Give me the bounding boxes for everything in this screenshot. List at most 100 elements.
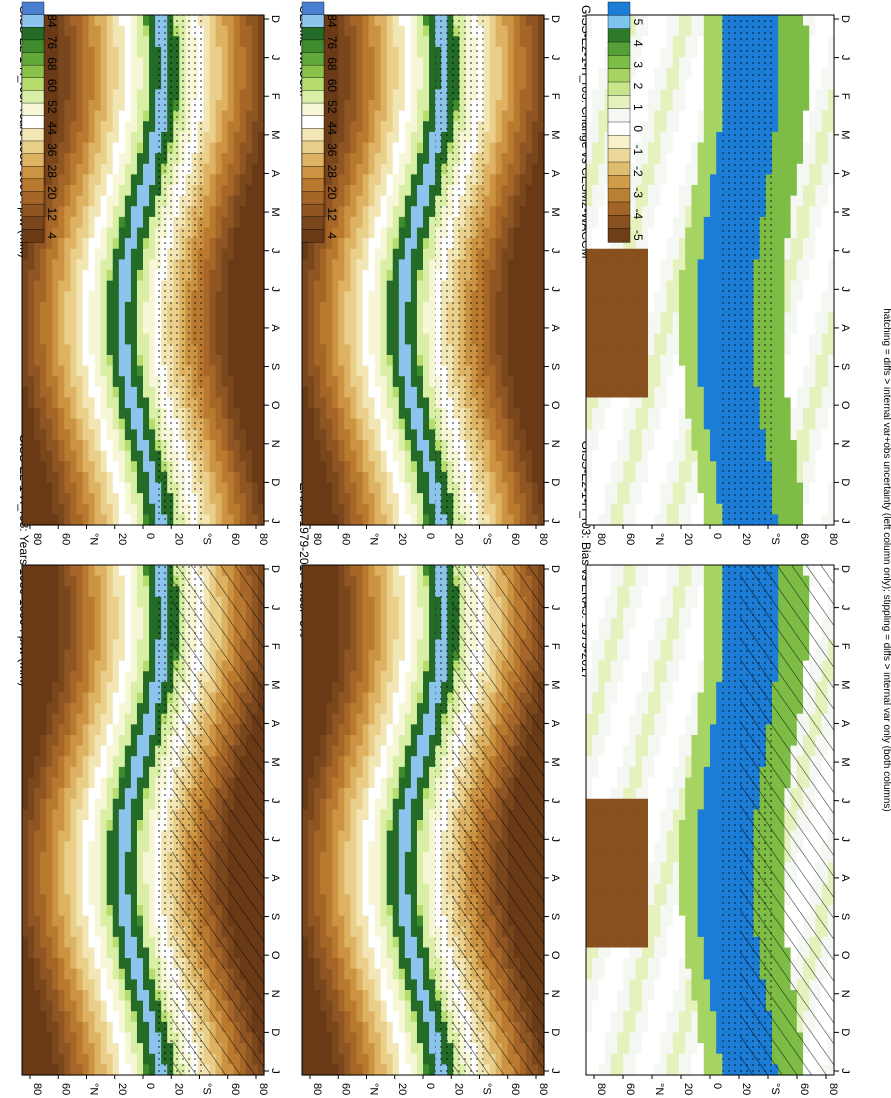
field-cell (130, 851, 138, 864)
lat-tick-label: 80 (311, 1083, 323, 1095)
field-cell (118, 586, 126, 598)
field-cell (416, 745, 424, 757)
field-cell (40, 692, 47, 704)
field-cell (326, 1053, 333, 1065)
field-cell (118, 809, 126, 821)
field-cell (326, 915, 333, 927)
field-cell (314, 1021, 321, 1034)
field-cell (76, 692, 84, 704)
field-cell (332, 596, 339, 609)
field-cell (368, 650, 376, 662)
field-cell (660, 713, 668, 725)
field-cell (586, 575, 593, 587)
field-cell (112, 820, 120, 832)
field-cell (112, 883, 120, 895)
field-cell (592, 735, 599, 747)
field-cell (40, 851, 47, 864)
field-cell (356, 713, 364, 725)
field-cell (386, 575, 394, 587)
field-cell (34, 915, 41, 927)
field-cell (302, 915, 309, 927)
field-cell (386, 926, 394, 938)
field-cell (416, 607, 424, 619)
field-cell (320, 586, 327, 598)
field-cell (106, 979, 114, 991)
field-cell (82, 639, 90, 651)
field-cell (28, 968, 35, 980)
field-cell (46, 851, 53, 864)
field-cell (46, 958, 53, 970)
field-cell (149, 1053, 156, 1065)
field-cell (100, 1064, 108, 1076)
field-cell (697, 607, 705, 619)
field-cell (666, 724, 674, 736)
field-cell (350, 883, 358, 895)
field-cell (40, 862, 47, 874)
field-cell (22, 1053, 29, 1065)
field-cell (350, 1064, 358, 1076)
field-cell (320, 830, 327, 842)
field-cell (679, 660, 686, 672)
field-cell (112, 841, 120, 853)
field-cell (52, 777, 59, 789)
field-cell (404, 1000, 412, 1012)
field-cell (586, 681, 593, 694)
field-cell (308, 671, 315, 683)
field-cell (82, 788, 90, 800)
field-cell (136, 565, 144, 577)
field-cell (429, 851, 436, 864)
field-cell (302, 777, 309, 789)
field-cell (697, 596, 705, 609)
field-cell (149, 565, 156, 577)
field-cell (149, 777, 156, 789)
field-cell (703, 735, 711, 747)
field-cell (40, 1021, 47, 1034)
field-cell (617, 788, 624, 800)
field-cell (362, 735, 370, 747)
field-cell (380, 596, 388, 609)
field-cell (356, 873, 364, 885)
field-cell (314, 905, 321, 917)
field-cell (672, 565, 680, 577)
field-cell (88, 596, 96, 609)
field-cell (136, 1064, 144, 1076)
field-cell (314, 809, 321, 821)
field-cell (106, 618, 114, 630)
field-cell (423, 1053, 430, 1065)
field-cell (106, 830, 114, 842)
field-cell (654, 745, 661, 757)
field-cell (136, 735, 144, 747)
field-cell (52, 628, 59, 640)
field-cell (308, 607, 315, 619)
field-cell (314, 628, 321, 640)
field-cell (356, 596, 364, 609)
field-cell (70, 1032, 78, 1044)
field-cell (338, 703, 345, 715)
field-cell (429, 1064, 436, 1076)
field-cell (338, 692, 345, 704)
field-cell (112, 873, 120, 885)
field-cell (112, 851, 120, 864)
field-cell (136, 586, 144, 598)
field-cell (94, 788, 102, 800)
field-cell (130, 1064, 138, 1076)
field-cell (350, 660, 358, 672)
field-cell (308, 1053, 315, 1065)
field-cell (416, 735, 424, 747)
field-cell (70, 1000, 78, 1012)
field-cell (423, 1032, 430, 1044)
field-cell (82, 820, 90, 832)
field-cell (76, 905, 84, 917)
field-cell (641, 575, 649, 587)
field-cell (94, 745, 102, 757)
field-cell (586, 756, 593, 768)
field-cell (392, 671, 400, 683)
field-cell (143, 990, 150, 1002)
field-cell (52, 639, 59, 651)
field-cell (302, 905, 309, 917)
field-cell (64, 990, 71, 1002)
field-cell (308, 990, 315, 1002)
field-cell (685, 660, 692, 672)
field-cell (386, 1021, 394, 1034)
